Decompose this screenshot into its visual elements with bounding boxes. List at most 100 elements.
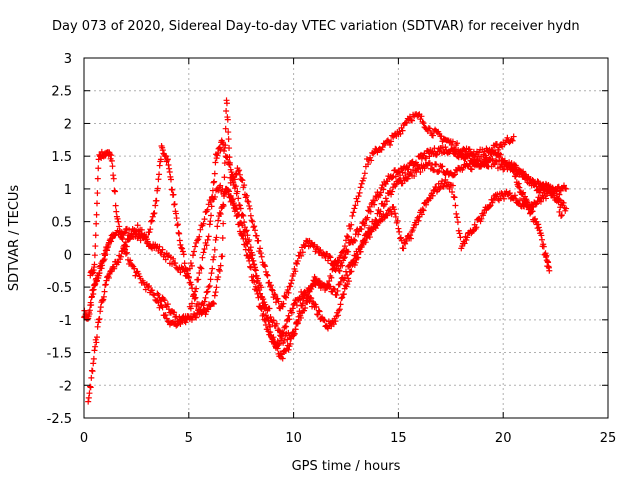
data-point [98,148,105,155]
data-point [236,167,243,174]
data-point [200,302,207,309]
data-point [280,300,287,307]
data-point [540,243,547,250]
data-point [340,291,347,298]
data-point [240,235,247,242]
data-point [134,222,141,229]
data-point [173,313,180,320]
data-point [419,118,426,125]
data-point [563,185,570,192]
data-point [192,288,199,295]
data-point [96,315,103,322]
data-point [93,339,100,346]
data-point [420,120,427,127]
data-point [243,227,250,234]
data-point [293,260,300,267]
data-point [269,287,276,294]
data-point [433,152,440,159]
data-point [542,195,549,202]
data-point [286,316,293,323]
data-point [333,291,340,298]
data-point [337,301,344,308]
data-point [213,155,220,162]
data-point [359,241,366,248]
data-point [345,248,352,255]
data-point [392,173,399,180]
data-point [356,189,363,196]
data-point [535,224,542,231]
data-point [267,282,274,289]
data-point [331,286,338,293]
data-point [560,182,567,189]
data-point [393,181,400,188]
data-point [189,285,196,292]
data-point [239,232,246,239]
data-point [384,212,391,219]
data-point [162,311,169,318]
data-point [207,276,214,283]
data-point [240,212,247,219]
y-tick-label: 1.5 [51,150,72,165]
data-point [516,184,523,191]
data-point [113,208,120,215]
data-point [297,312,304,319]
axis-ticks: 0 5 10 15 20 25 -2.5 -2 -1.5 -1 -0.5 0 0.5 1 1.5 2 2.5 3 [47,52,617,446]
y-axis-label: SDTVAR / TECUs [7,185,22,292]
data-point [213,234,220,241]
data-point [153,197,160,204]
data-point [350,209,357,216]
data-point [292,326,299,333]
data-point [182,265,189,272]
data-point [95,165,102,172]
data-point [332,318,339,325]
data-point [192,294,199,301]
data-point [294,320,301,327]
data-point [449,182,456,189]
data-point [261,316,268,323]
data-point [391,206,398,213]
data-point [387,142,394,149]
data-point [395,225,402,232]
x-tick-label: 20 [495,431,512,446]
data-point [288,280,295,287]
y-tick-label: 0.5 [51,216,72,231]
data-point [235,168,242,175]
data-point [123,249,130,256]
data-point [337,252,344,259]
data-point [246,257,253,264]
data-point [242,246,249,253]
data-point [351,237,358,244]
data-point [366,234,373,241]
data-point [433,161,440,168]
data-point [315,307,322,314]
data-point [177,269,184,276]
data-point [389,174,396,181]
data-point [217,210,224,217]
data-point [201,245,208,252]
data-point [417,169,424,176]
data-point [213,284,220,291]
data-point [276,340,283,347]
data-point [436,186,443,193]
data-point [157,156,164,163]
data-point [174,222,181,229]
data-point [512,195,519,202]
data-point [365,161,372,168]
data-point [461,240,468,247]
data-point [207,198,214,205]
data-point [118,234,125,241]
data-point [415,112,422,119]
data-point [358,180,365,187]
data-point [489,156,496,163]
data-point [156,171,163,178]
data-point [453,148,460,155]
data-point [120,245,127,252]
y-tick-label: 2 [64,117,72,132]
data-point [316,278,323,285]
data-point [446,185,453,192]
data-point [143,233,150,240]
data-point [162,153,169,160]
data-point [355,193,362,200]
data-point [169,186,176,193]
data-point [215,217,222,224]
